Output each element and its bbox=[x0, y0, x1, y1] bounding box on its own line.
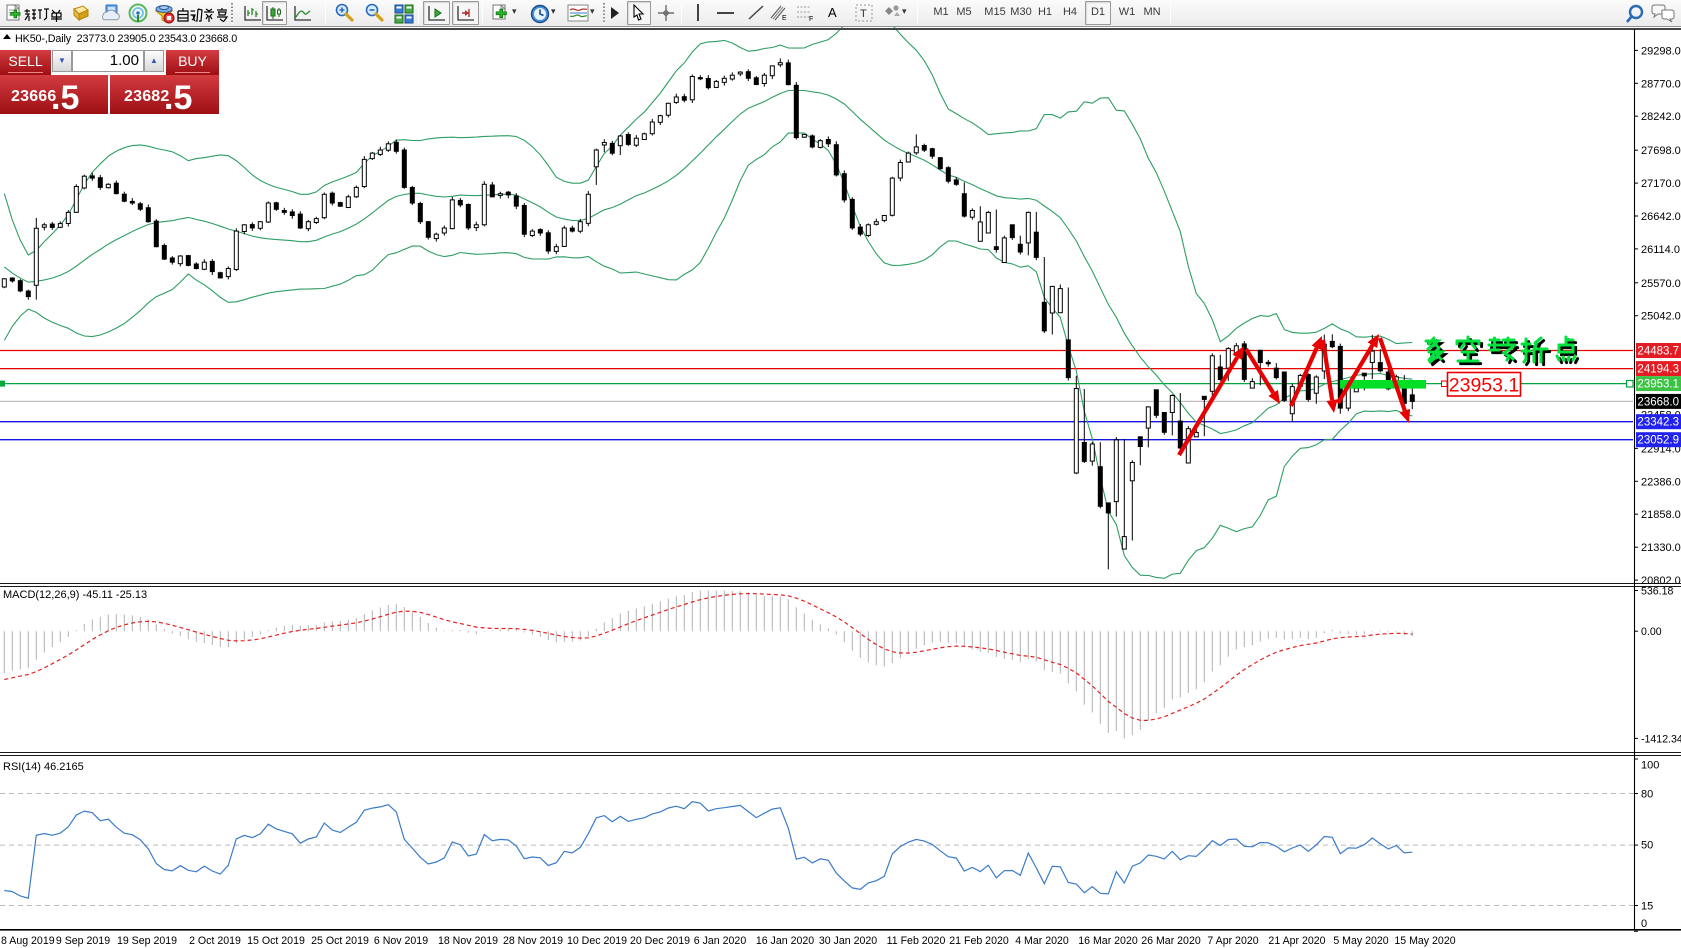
svg-text:21330.0: 21330.0 bbox=[1641, 542, 1681, 554]
svg-text:20 Dec 2019: 20 Dec 2019 bbox=[630, 935, 690, 947]
svg-text:22386.0: 22386.0 bbox=[1641, 476, 1681, 488]
svg-text:0.00: 0.00 bbox=[1641, 626, 1662, 638]
svg-text:100: 100 bbox=[1641, 760, 1659, 772]
svg-text:RSI(14) 46.2165: RSI(14) 46.2165 bbox=[3, 761, 84, 773]
svg-text:10 Dec 2019: 10 Dec 2019 bbox=[567, 935, 627, 947]
svg-text:28770.0: 28770.0 bbox=[1641, 78, 1681, 90]
svg-text:21 Feb 2020: 21 Feb 2020 bbox=[949, 935, 1009, 947]
svg-text:29298.0: 29298.0 bbox=[1641, 45, 1681, 57]
svg-text:T: T bbox=[860, 8, 867, 20]
svg-text:E: E bbox=[782, 15, 787, 22]
svg-text:16 Jan 2020: 16 Jan 2020 bbox=[756, 935, 814, 947]
svg-text:16 Mar 2020: 16 Mar 2020 bbox=[1078, 935, 1138, 947]
svg-text:F: F bbox=[809, 16, 813, 22]
svg-text:23668.0: 23668.0 bbox=[1637, 396, 1679, 408]
svg-text:27698.0: 27698.0 bbox=[1641, 145, 1681, 157]
svg-text:11 Feb 2020: 11 Feb 2020 bbox=[887, 935, 946, 947]
svg-text:21858.0: 21858.0 bbox=[1641, 509, 1681, 521]
svg-text:24483.7: 24483.7 bbox=[1637, 346, 1679, 358]
svg-text:26642.0: 26642.0 bbox=[1641, 211, 1681, 223]
svg-text:26 Mar 2020: 26 Mar 2020 bbox=[1141, 935, 1201, 947]
svg-text:0: 0 bbox=[1641, 918, 1647, 930]
svg-text:19 Sep 2019: 19 Sep 2019 bbox=[117, 935, 177, 947]
svg-text:50: 50 bbox=[1641, 840, 1653, 852]
svg-text:20802.0: 20802.0 bbox=[1641, 575, 1681, 587]
svg-text:23953.1: 23953.1 bbox=[1449, 375, 1520, 397]
svg-text:21 Apr 2020: 21 Apr 2020 bbox=[1268, 935, 1325, 947]
svg-text:HK50-,Daily 23773.0 23905.0 2: HK50-,Daily 23773.0 23905.0 23543.0 2366… bbox=[15, 33, 237, 45]
svg-text:6 Nov 2019: 6 Nov 2019 bbox=[374, 935, 428, 947]
svg-text:23953.1: 23953.1 bbox=[1637, 379, 1679, 391]
svg-text:28242.0: 28242.0 bbox=[1641, 111, 1681, 123]
svg-text:2 Oct 2019: 2 Oct 2019 bbox=[189, 935, 241, 947]
svg-text:25042.0: 25042.0 bbox=[1641, 311, 1681, 323]
svg-text:15 May 2020: 15 May 2020 bbox=[1394, 935, 1455, 947]
svg-text:MACD(12,26,9) -45.11 -25.13: MACD(12,26,9) -45.11 -25.13 bbox=[3, 589, 147, 601]
svg-text:18 Nov 2019: 18 Nov 2019 bbox=[438, 935, 498, 947]
svg-text:23052.9: 23052.9 bbox=[1637, 435, 1679, 447]
svg-text:9 Sep 2019: 9 Sep 2019 bbox=[56, 935, 110, 947]
svg-text:26114.0: 26114.0 bbox=[1641, 244, 1680, 256]
svg-text:30 Jan 2020: 30 Jan 2020 bbox=[819, 935, 877, 947]
svg-text:5 May 2020: 5 May 2020 bbox=[1333, 935, 1388, 947]
svg-text:28 Nov 2019: 28 Nov 2019 bbox=[503, 935, 563, 947]
svg-text:4 Mar 2020: 4 Mar 2020 bbox=[1015, 935, 1069, 947]
svg-text:7 Apr 2020: 7 Apr 2020 bbox=[1207, 935, 1258, 947]
svg-text:15 Oct 2019: 15 Oct 2019 bbox=[247, 935, 305, 947]
svg-text:25570.0: 25570.0 bbox=[1641, 278, 1681, 290]
svg-text:6 Jan 2020: 6 Jan 2020 bbox=[694, 935, 747, 947]
svg-text:23342.3: 23342.3 bbox=[1637, 417, 1679, 429]
svg-text:80: 80 bbox=[1641, 789, 1653, 801]
svg-text:536.18: 536.18 bbox=[1641, 586, 1674, 598]
svg-text:24194.3: 24194.3 bbox=[1637, 364, 1679, 376]
svg-text:15: 15 bbox=[1641, 901, 1653, 913]
svg-text:8 Aug 2019: 8 Aug 2019 bbox=[1, 935, 55, 947]
svg-text:-1412.34: -1412.34 bbox=[1641, 733, 1681, 745]
svg-text:25 Oct 2019: 25 Oct 2019 bbox=[311, 935, 369, 947]
svg-text:27170.0: 27170.0 bbox=[1641, 178, 1681, 190]
